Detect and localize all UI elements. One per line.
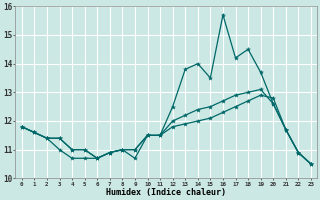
X-axis label: Humidex (Indice chaleur): Humidex (Indice chaleur) <box>106 188 226 197</box>
